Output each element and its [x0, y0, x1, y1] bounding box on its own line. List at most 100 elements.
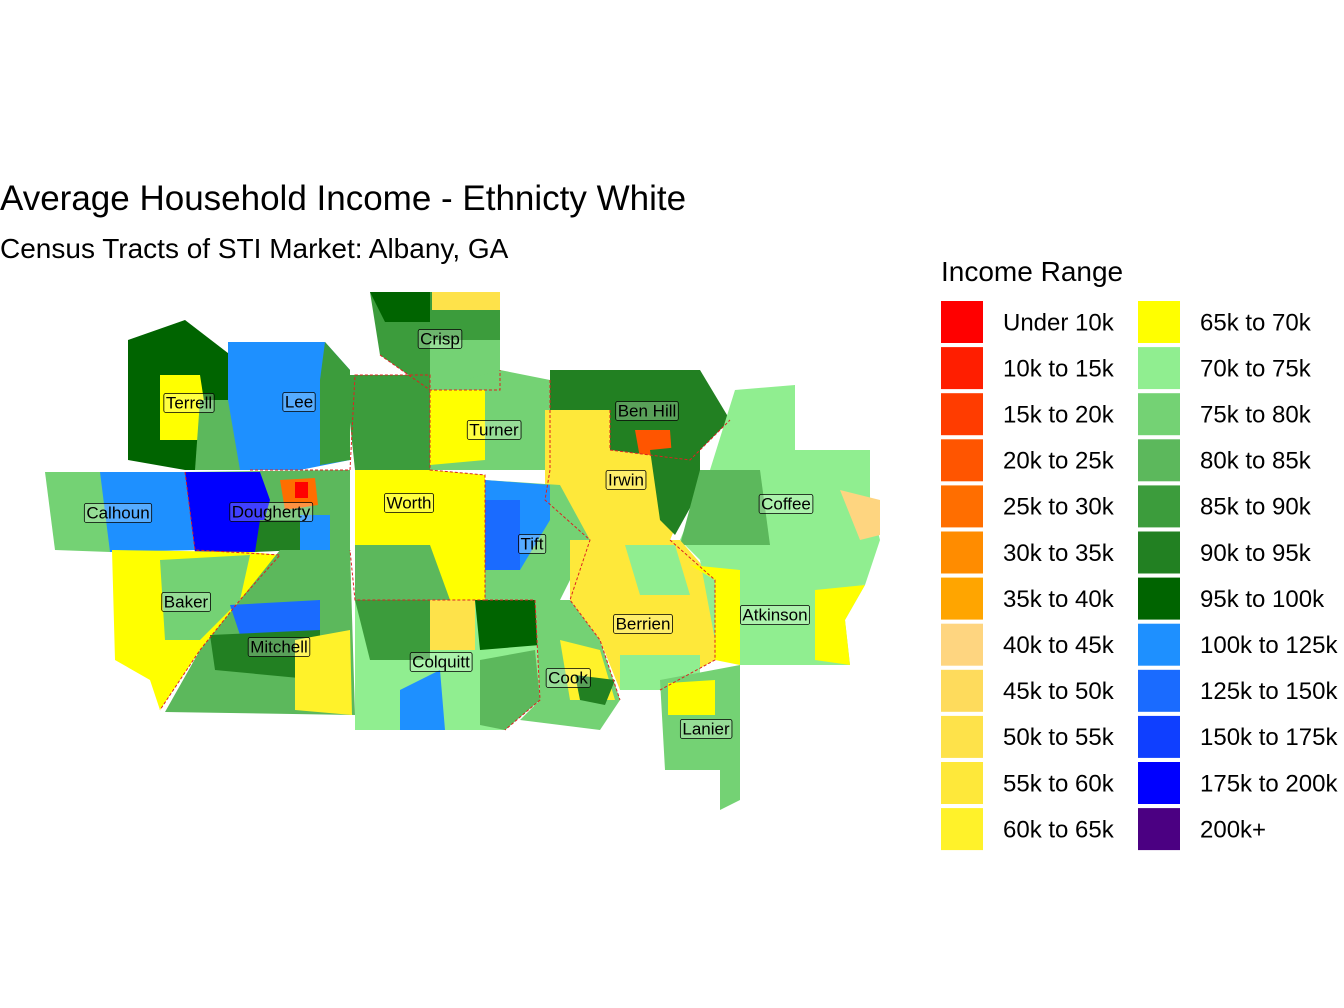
county-label-box — [518, 534, 547, 554]
legend-label: 20k to 25k — [1003, 448, 1115, 475]
legend-swatch — [1138, 301, 1180, 343]
legend-swatch — [1138, 485, 1180, 528]
county-label-box — [613, 614, 673, 634]
county-label: Irwin — [608, 470, 644, 489]
county-label: Baker — [164, 592, 209, 611]
legend-label: 25k to 30k — [1003, 494, 1115, 521]
county-label: Tift — [521, 534, 544, 553]
region — [160, 375, 210, 440]
legend-swatch — [1138, 439, 1180, 482]
legend-swatch — [941, 623, 983, 666]
county-label: Lee — [285, 392, 313, 411]
legend-swatch — [941, 485, 983, 528]
county-label: Colquitt — [412, 652, 470, 671]
legend-swatch — [1138, 669, 1180, 712]
region — [400, 670, 445, 730]
county-label: Mitchell — [250, 637, 308, 656]
title: Average Household Income - Ethnicty Whit… — [0, 179, 686, 218]
region — [430, 600, 475, 650]
region — [355, 545, 450, 600]
legend-swatch — [941, 301, 983, 343]
county-border — [544, 380, 621, 701]
legend-swatch — [1138, 808, 1180, 851]
legend-swatch — [1138, 762, 1180, 804]
region — [355, 600, 430, 660]
legend-label: 50k to 55k — [1003, 724, 1115, 751]
legend-swatch — [1138, 577, 1180, 620]
county-label: Lanier — [682, 719, 730, 738]
region — [575, 675, 615, 705]
region — [255, 520, 300, 552]
legend-swatch — [1138, 715, 1180, 758]
region — [295, 630, 352, 715]
legend-swatch — [941, 439, 983, 482]
county-label-box — [758, 494, 814, 514]
legend-label: 80k to 85k — [1200, 448, 1312, 475]
county-label-box — [163, 393, 215, 413]
legend-label: Under 10k — [1003, 309, 1115, 336]
region — [485, 500, 520, 570]
legend-label: 70k to 75k — [1200, 355, 1312, 382]
legend-swatch — [1138, 531, 1180, 574]
county-label-box — [161, 592, 211, 612]
region — [680, 470, 770, 545]
region — [625, 545, 690, 595]
county-label-box — [282, 392, 316, 412]
county-label: Coffee — [761, 494, 811, 513]
region — [100, 472, 195, 552]
county-border — [250, 374, 486, 601]
region — [230, 600, 320, 640]
legend-label: 30k to 35k — [1003, 540, 1115, 567]
county-label-box — [739, 605, 811, 625]
county-label-box — [545, 668, 591, 688]
county-label: Calhoun — [86, 503, 149, 522]
county-border — [159, 471, 282, 711]
region — [300, 515, 330, 550]
legend-swatch — [1138, 347, 1180, 390]
county-label-box — [247, 637, 311, 657]
county-labels: Crisp Terrell Lee Turner Ben Hill Irwin … — [83, 329, 814, 739]
county-border — [485, 599, 541, 731]
legend-label: 10k to 15k — [1003, 355, 1115, 382]
county-label: Crisp — [420, 329, 460, 348]
region — [345, 375, 430, 470]
county-label-box — [679, 719, 733, 739]
county-border — [659, 539, 716, 691]
legend-label: 175k to 200k — [1200, 770, 1338, 797]
region — [668, 680, 715, 715]
county-label-box — [605, 470, 647, 490]
county-label: Terrell — [166, 393, 212, 412]
legend: Under 10k 10k to 15k 15k to 20k 20k to 25k 2… — [941, 301, 1338, 851]
legend-label: 100k to 125k — [1200, 632, 1338, 659]
county-label-box — [466, 420, 522, 440]
region — [295, 482, 308, 498]
legend-label: 15k to 20k — [1003, 402, 1115, 429]
legend-swatch — [941, 577, 983, 620]
county-label: Turner — [469, 420, 519, 439]
legend-label: 65k to 70k — [1200, 309, 1312, 336]
county-label-box — [83, 503, 153, 523]
legend-swatch — [941, 762, 983, 804]
subtitle: Census Tracts of STI Market: Albany, GA — [0, 233, 509, 264]
legend-swatch — [941, 347, 983, 390]
region — [430, 390, 485, 465]
legend-label: 125k to 150k — [1200, 678, 1338, 705]
legend-label: 55k to 60k — [1003, 770, 1115, 797]
county-label: Atkinson — [742, 605, 807, 624]
region — [320, 342, 350, 465]
county-label: Dougherty — [232, 502, 311, 521]
county-label: Ben Hill — [618, 401, 677, 420]
legend-label: 75k to 80k — [1200, 402, 1312, 429]
legend-label: 40k to 45k — [1003, 632, 1115, 659]
legend-title: Income Range — [941, 256, 1123, 287]
region — [840, 490, 880, 540]
legend-swatch — [941, 393, 983, 436]
county-label-box — [409, 652, 473, 672]
county-label-box — [384, 493, 434, 513]
legend-swatch — [1138, 393, 1180, 436]
county-label: Berrien — [616, 614, 671, 633]
region — [185, 472, 270, 552]
legend-label: 200k+ — [1200, 816, 1266, 843]
county-border — [609, 410, 731, 461]
